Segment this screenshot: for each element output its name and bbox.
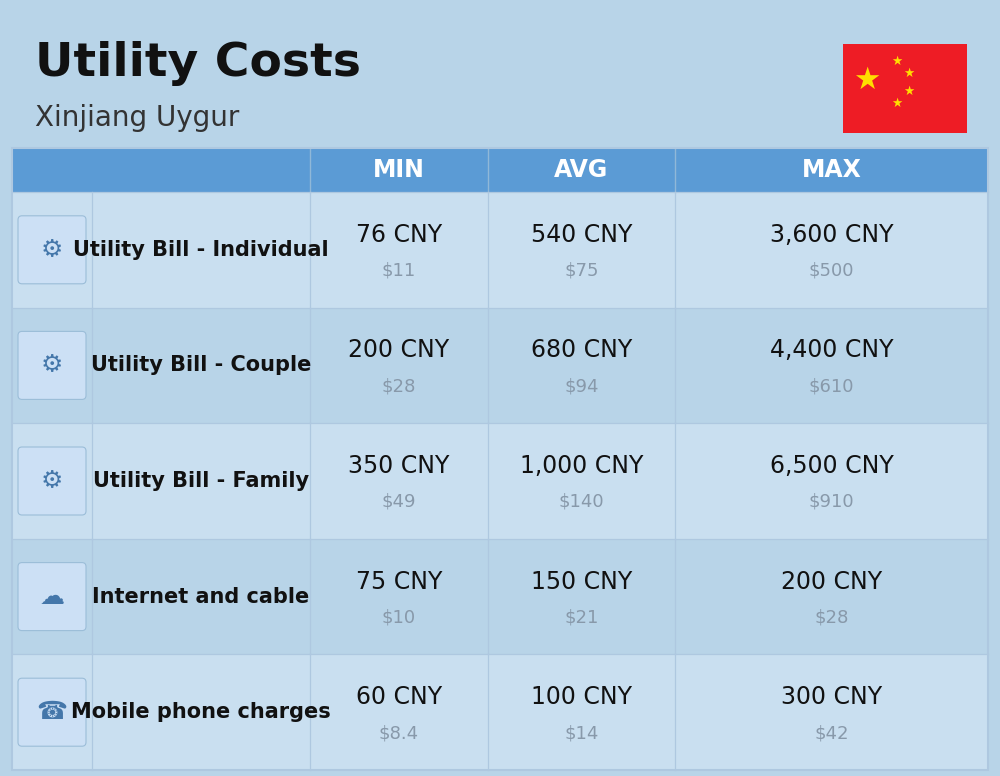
Text: ☎: ☎ [36,700,68,724]
Text: 1,000 CNY: 1,000 CNY [520,454,643,478]
Text: $610: $610 [809,377,854,395]
Text: $11: $11 [382,262,416,279]
Text: $75: $75 [564,262,599,279]
FancyBboxPatch shape [12,148,988,192]
FancyBboxPatch shape [12,539,988,654]
Text: $42: $42 [814,724,849,742]
Text: $28: $28 [382,377,416,395]
Text: ★: ★ [903,85,915,99]
Text: ★: ★ [853,65,881,95]
FancyBboxPatch shape [18,216,86,284]
Text: AVG: AVG [554,158,609,182]
FancyBboxPatch shape [12,192,988,307]
Text: 200 CNY: 200 CNY [348,338,450,362]
Text: 350 CNY: 350 CNY [348,454,450,478]
Text: 300 CNY: 300 CNY [781,685,882,709]
FancyBboxPatch shape [18,678,86,747]
Text: 6,500 CNY: 6,500 CNY [770,454,893,478]
FancyBboxPatch shape [18,447,86,515]
Text: ★: ★ [903,67,915,80]
Text: 200 CNY: 200 CNY [781,570,882,594]
Text: 75 CNY: 75 CNY [356,570,442,594]
Text: 680 CNY: 680 CNY [531,338,632,362]
Text: $94: $94 [564,377,599,395]
Text: ⚙: ⚙ [41,237,63,262]
Text: $28: $28 [814,608,849,626]
Text: Xinjiang Uygur: Xinjiang Uygur [35,104,239,132]
FancyBboxPatch shape [18,563,86,631]
Text: $21: $21 [564,608,599,626]
Text: Mobile phone charges: Mobile phone charges [71,702,331,722]
Text: MIN: MIN [373,158,425,182]
FancyBboxPatch shape [12,654,988,770]
Text: $140: $140 [559,493,604,511]
Text: 60 CNY: 60 CNY [356,685,442,709]
Text: $49: $49 [382,493,416,511]
Text: $500: $500 [809,262,854,279]
Text: ★: ★ [891,97,903,110]
Text: 540 CNY: 540 CNY [531,223,632,247]
Text: 3,600 CNY: 3,600 CNY [770,223,893,247]
Text: ☁: ☁ [40,584,64,608]
Text: $910: $910 [809,493,854,511]
Text: ⚙: ⚙ [41,469,63,493]
FancyBboxPatch shape [18,331,86,400]
Text: Utility Bill - Couple: Utility Bill - Couple [91,355,311,376]
Text: 100 CNY: 100 CNY [531,685,632,709]
Text: $8.4: $8.4 [379,724,419,742]
FancyBboxPatch shape [12,423,988,539]
FancyBboxPatch shape [843,44,967,133]
Text: Utility Bill - Family: Utility Bill - Family [93,471,309,491]
Text: 76 CNY: 76 CNY [356,223,442,247]
Text: 150 CNY: 150 CNY [531,570,632,594]
Text: Utility Bill - Individual: Utility Bill - Individual [73,240,329,260]
Text: MAX: MAX [802,158,861,182]
Text: Utility Costs: Utility Costs [35,41,361,86]
Text: ⚙: ⚙ [41,353,63,377]
Text: $10: $10 [382,608,416,626]
Text: Internet and cable: Internet and cable [92,587,310,607]
Text: ★: ★ [891,55,903,68]
Text: $14: $14 [564,724,599,742]
Text: 4,400 CNY: 4,400 CNY [770,338,893,362]
FancyBboxPatch shape [12,307,988,423]
